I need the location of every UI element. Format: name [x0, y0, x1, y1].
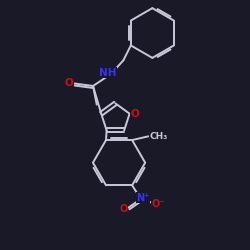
- Text: O⁻: O⁻: [152, 199, 165, 209]
- Text: O: O: [119, 204, 128, 214]
- Text: NH: NH: [99, 68, 117, 78]
- Text: N⁺: N⁺: [136, 193, 149, 203]
- Text: O: O: [131, 109, 140, 119]
- Text: O: O: [64, 78, 73, 88]
- Text: CH₃: CH₃: [150, 132, 168, 141]
